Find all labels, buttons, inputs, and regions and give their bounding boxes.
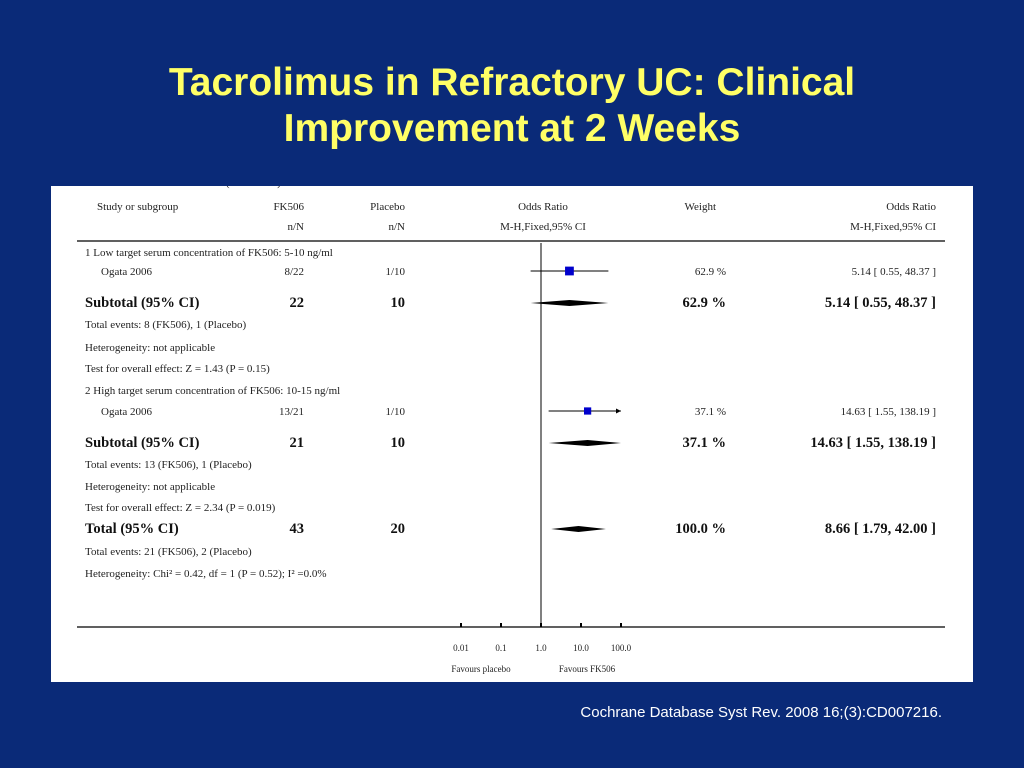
citation: Cochrane Database Syst Rev. 2008 16;(3):… — [580, 704, 942, 721]
summary-note: Heterogeneity: Chi² = 0.42, df = 1 (P = … — [85, 568, 327, 580]
subtotal-label: Total (95% CI) — [85, 521, 179, 537]
axis-tick-label: 1.0 — [535, 643, 547, 653]
group-label: 1 Low target serum concentration of FK50… — [85, 247, 333, 259]
placebo-value: 1/10 — [385, 406, 405, 418]
group-label: 2 High target serum concentration of FK5… — [85, 385, 340, 397]
header-placebo: Placebo — [370, 201, 405, 213]
header-or-text-sub: M-H,Fixed,95% CI — [850, 221, 936, 233]
favours-placebo-label: Favours placebo — [451, 664, 511, 674]
axis-tick-label: 0.01 — [453, 643, 469, 653]
axis-tick-label: 10.0 — [573, 643, 589, 653]
header-fk506-sub: n/N — [288, 221, 305, 233]
weight-value: 37.1 % — [683, 435, 727, 451]
header-weight: Weight — [685, 201, 717, 213]
header-or-plot-sub: M-H,Fixed,95% CI — [500, 221, 586, 233]
summary-note: Heterogeneity: not applicable — [85, 481, 215, 493]
odds-ratio-text: 14.63 [ 1.55, 138.19 ] — [810, 435, 936, 451]
forest-plot: Study or subgroup FK506 n/N Placebo n/N … — [77, 186, 945, 674]
summary-note: Test for overall effect: Z = 2.68 (P = 0… — [85, 186, 281, 189]
summary-note: Total events: 13 (FK506), 1 (Placebo) — [85, 459, 252, 471]
slide-title: Tacrolimus in Refractory UC: Clinical Im… — [40, 60, 984, 152]
fk506-value: 22 — [290, 295, 305, 311]
weight-value: 62.9 % — [683, 295, 727, 311]
ci-arrow — [616, 408, 621, 414]
forest-plot-panel: Study or subgroup FK506 n/N Placebo n/N … — [51, 186, 973, 682]
summary-note: Total events: 21 (FK506), 2 (Placebo) — [85, 546, 252, 558]
placebo-value: 10 — [391, 435, 406, 451]
header-or-text: Odds Ratio — [886, 201, 936, 213]
header-or-plot: Odds Ratio — [518, 201, 568, 213]
summary-diamond — [548, 440, 621, 446]
study-marker — [565, 266, 574, 276]
placebo-value: 10 — [391, 295, 406, 311]
subtotal-label: Subtotal (95% CI) — [85, 295, 200, 311]
summary-note: Test for overall effect: Z = 2.34 (P = 0… — [85, 502, 276, 514]
placebo-value: 1/10 — [385, 266, 405, 278]
summary-note: Heterogeneity: not applicable — [85, 342, 215, 354]
study-label: Ogata 2006 — [101, 266, 153, 278]
summary-note: Total events: 8 (FK506), 1 (Placebo) — [85, 319, 246, 331]
placebo-value: 20 — [391, 521, 406, 537]
odds-ratio-text: 14.63 [ 1.55, 138.19 ] — [841, 406, 936, 418]
fk506-value: 21 — [290, 435, 305, 451]
summary-diamond — [551, 526, 606, 532]
header-study: Study or subgroup — [97, 201, 179, 213]
header-placebo-sub: n/N — [389, 221, 406, 233]
axis-tick-label: 100.0 — [611, 643, 632, 653]
weight-value: 37.1 % — [695, 406, 726, 418]
fk506-value: 43 — [290, 521, 305, 537]
favours-fk506-label: Favours FK506 — [559, 664, 616, 674]
header-fk506: FK506 — [273, 201, 304, 213]
subtotal-label: Subtotal (95% CI) — [85, 435, 200, 451]
weight-value: 62.9 % — [695, 266, 726, 278]
slide-title-line2: Improvement at 2 Weeks — [283, 107, 741, 150]
rows-layer: 1 Low target serum concentration of FK50… — [85, 186, 936, 627]
study-marker — [583, 407, 592, 415]
axis-tick-label: 0.1 — [495, 643, 506, 653]
fk506-value: 13/21 — [279, 406, 304, 418]
summary-note: Test for overall effect: Z = 1.43 (P = 0… — [85, 363, 270, 375]
study-label: Ogata 2006 — [101, 406, 153, 418]
axis-layer: 0.01 0.1 1.0 10.0 100.0 Favours placebo Favour… — [451, 623, 632, 674]
odds-ratio-text: 5.14 [ 0.55, 48.37 ] — [825, 295, 936, 311]
fk506-value: 8/22 — [284, 266, 304, 278]
summary-diamond — [530, 300, 609, 306]
slide-title-line1: Tacrolimus in Refractory UC: Clinical — [168, 61, 856, 104]
weight-value: 100.0 % — [675, 521, 726, 537]
odds-ratio-text: 5.14 [ 0.55, 48.37 ] — [852, 266, 936, 278]
odds-ratio-text: 8.66 [ 1.79, 42.00 ] — [825, 521, 936, 537]
